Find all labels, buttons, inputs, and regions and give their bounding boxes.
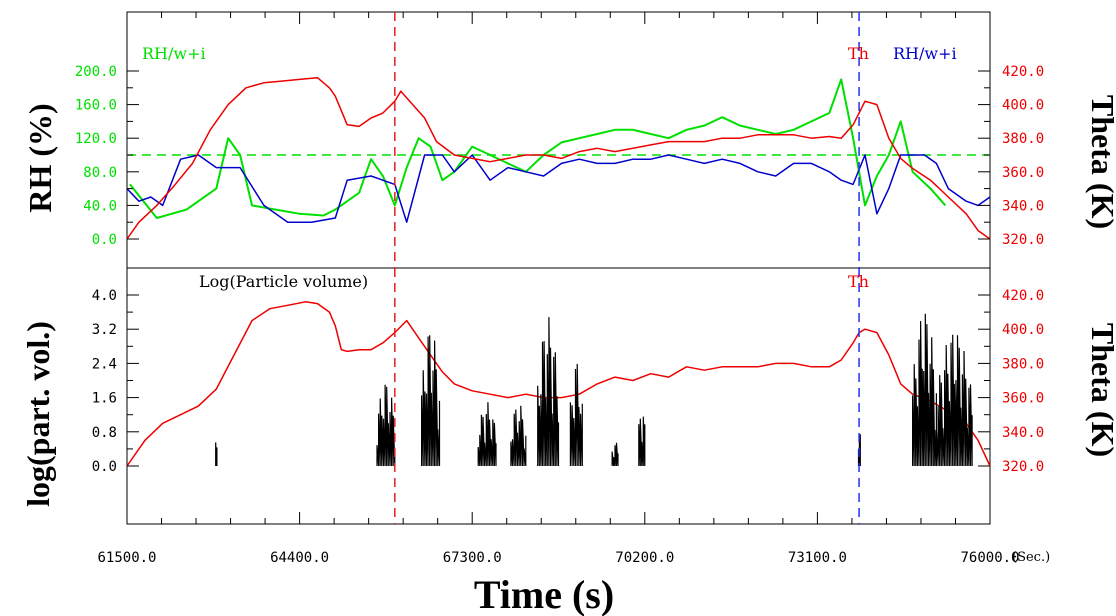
lower-particle-volume-burst — [569, 363, 583, 467]
lower-plot-frame — [126, 267, 991, 525]
x-tick-label: 76000.0 — [960, 550, 1019, 566]
lower-y-right-tick-label: 380.0 — [1002, 356, 1044, 372]
upper-y-right-tick-label: 380.0 — [1002, 131, 1044, 147]
upper-y-tick-label: 0.0 — [92, 232, 117, 248]
upper-y-tick-label: 200.0 — [75, 64, 117, 80]
x-axis-title: Time (s) — [474, 572, 614, 616]
upper-y-right-axis-title: Theta (K) — [1085, 95, 1116, 229]
lower-particle-volume-burst — [638, 416, 646, 467]
x-tick-label: 67300.0 — [443, 550, 502, 566]
upper-series-rh-water-ice — [126, 154, 991, 223]
lower-y-tick-label: 0.0 — [92, 459, 117, 475]
x-tick-label: 73100.0 — [788, 550, 847, 566]
upper-y-axis-title: RH (%) — [22, 103, 58, 212]
lower-particle-volume-burst — [477, 402, 497, 467]
lower-y-tick-label: 2.4 — [92, 356, 117, 372]
lower-y-right-tick-label: 320.0 — [1002, 459, 1044, 475]
upper-y-tick-label: 160.0 — [75, 98, 117, 114]
lower-y-tick-label: 3.2 — [92, 322, 117, 338]
upper-y-tick-label: 40.0 — [83, 198, 117, 214]
upper-y-right-tick-label: 400.0 — [1002, 98, 1044, 114]
lower-y-right-tick-label: 420.0 — [1002, 288, 1044, 304]
upper-series-theta — [126, 76, 991, 240]
upper-y-right-tick-label: 340.0 — [1002, 198, 1044, 214]
lower-y-right-tick-label: 360.0 — [1002, 391, 1044, 407]
lower-particle-volume-burst — [537, 317, 560, 467]
x-tick-label: 70200.0 — [615, 550, 674, 566]
lower-y-right-tick-label: 400.0 — [1002, 322, 1044, 338]
upper-label-theta: Th — [848, 44, 869, 63]
upper-y-right-tick-label: 360.0 — [1002, 165, 1044, 181]
upper-y-right-tick-label: 320.0 — [1002, 232, 1044, 248]
x-axis-unit: (Sec.) — [1012, 550, 1050, 565]
lower-label-left: Log(Particle volume) — [199, 272, 368, 291]
lower-particle-volume-burst — [912, 313, 937, 467]
x-tick-label: 61500.0 — [97, 550, 156, 566]
lower-y-axis-title: log(part. vol.) — [20, 321, 56, 507]
lower-label-theta: Th — [848, 272, 869, 291]
lower-y-right-axis-title: Theta (K) — [1085, 323, 1116, 457]
lower-particle-volume-burst — [935, 334, 973, 467]
lower-particle-volume-burst — [611, 442, 619, 467]
lower-y-tick-label: 1.6 — [92, 391, 117, 407]
upper-label-left: RH/w+i — [142, 44, 206, 63]
lower-particle-volume-burst — [421, 335, 441, 467]
upper-y-right-tick-label: 420.0 — [1002, 64, 1044, 80]
upper-y-tick-label: 120.0 — [75, 131, 117, 147]
upper-series-rh-total — [129, 78, 947, 219]
lower-y-tick-label: 0.8 — [92, 425, 117, 441]
lower-y-right-tick-label: 340.0 — [1002, 425, 1044, 441]
upper-y-tick-label: 80.0 — [83, 165, 117, 181]
lower-particle-volume-burst — [510, 405, 527, 467]
lower-particle-volume-burst — [215, 442, 218, 467]
x-tick-label: 64400.0 — [270, 550, 329, 566]
lower-y-tick-label: 4.0 — [92, 288, 117, 304]
lower-particle-volume-burst — [376, 384, 396, 467]
upper-label-right: RH/w+i — [893, 44, 957, 63]
